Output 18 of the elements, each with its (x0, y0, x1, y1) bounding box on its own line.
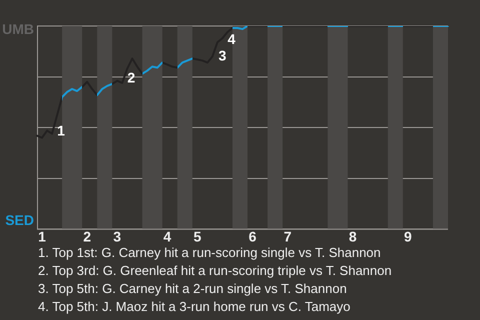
text: 1. Top 1st: G. Carney hit a run-scoring single vs T. Shannon (38, 244, 382, 262)
annotation: 3 (218, 47, 227, 64)
text: SED (5, 212, 34, 228)
x-tick-label: 4 (163, 228, 172, 244)
x-tick-label: 6 (248, 228, 257, 244)
annotation: 2 (127, 70, 136, 86)
x-tick-label: 9 (404, 228, 412, 244)
x-tick-label: 3 (113, 228, 122, 244)
text: 2. Top 3rd: G. Greenleaf hit a run-scoring triple vs T. Shannon (38, 262, 392, 280)
x-tick-label: 2 (83, 228, 92, 244)
x-tick-label: 5 (193, 228, 202, 244)
x-tick-label: 1 (38, 228, 46, 244)
x-tick-label: 8 (348, 228, 357, 244)
x-tick-label: 7 (284, 228, 292, 244)
text: 3. Top 5th: G. Carney hit a 2-run single vs T. Shannon (38, 280, 348, 298)
annotation: 1 (57, 122, 66, 138)
annotation: 4 (228, 31, 236, 48)
text: 4. Top 5th: J. Maoz hit a 3-run home run vs C. Tamayo (38, 298, 352, 316)
